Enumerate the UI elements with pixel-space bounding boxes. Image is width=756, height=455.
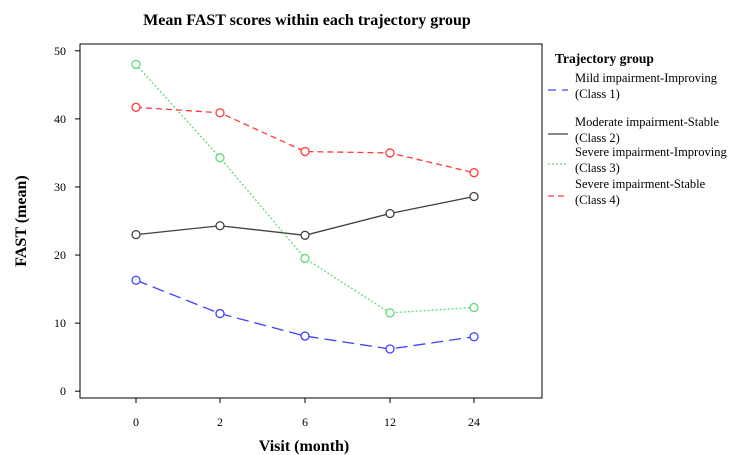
chart-title: Mean FAST scores within each trajectory …: [143, 12, 471, 29]
data-point: [131, 59, 141, 70]
x-tick-label: 24: [468, 415, 480, 429]
series-2: [131, 191, 479, 240]
data-point: [469, 332, 479, 342]
y-axis-label: FAST (mean): [13, 175, 30, 266]
series-1: [131, 275, 479, 354]
data-point: [215, 108, 225, 118]
data-point: [300, 331, 310, 341]
y-tick-label: 40: [54, 112, 66, 126]
data-point: [300, 146, 310, 157]
series-line: [135, 106, 475, 174]
y-tick-label: 0: [60, 384, 66, 398]
data-point: [131, 275, 141, 285]
legend-item-1: Mild impairment-Improving (Class 1): [548, 71, 718, 101]
data-point: [385, 148, 395, 158]
x-tick-label: 0: [133, 415, 139, 429]
series-line: [135, 63, 475, 314]
y-tick-label: 30: [54, 180, 66, 194]
legend-sublabel: (Class 3): [575, 161, 620, 175]
data-point: [131, 229, 141, 240]
y-axis: 0 10 20 30 40 50: [54, 44, 80, 398]
plot-frame: [79, 43, 543, 399]
data-point: [385, 308, 395, 318]
data-point: [131, 102, 141, 112]
data-point: [385, 344, 395, 354]
x-tick-label: 6: [302, 415, 308, 429]
legend-sublabel: (Class 2): [575, 131, 620, 145]
y-tick-label: 10: [54, 316, 66, 330]
series-4: [131, 102, 479, 178]
series-line: [135, 279, 475, 350]
series-group: [131, 59, 479, 354]
data-point: [385, 208, 395, 219]
legend-label: Moderate impairment-Stable: [575, 115, 720, 129]
x-tick-label: 12: [384, 415, 396, 429]
legend-title: Trajectory group: [555, 51, 654, 66]
data-point: [215, 221, 225, 231]
legend-label: Severe impairment-Improving: [575, 145, 727, 159]
legend-sublabel: (Class 4): [575, 193, 620, 207]
y-tick-label: 20: [54, 248, 66, 262]
data-point: [300, 253, 310, 264]
legend: Trajectory group Mild impairment-Improvi…: [548, 51, 727, 207]
data-point: [469, 191, 479, 202]
legend-label: Severe impairment-Stable: [575, 177, 706, 191]
data-point: [215, 153, 225, 163]
legend-label: Mild impairment-Improving: [575, 71, 718, 85]
legend-item-3: Severe impairment-Improving (Class 3): [548, 145, 727, 175]
x-tick-label: 2: [217, 415, 223, 429]
data-point: [215, 308, 225, 319]
legend-item-4: Severe impairment-Stable (Class 4): [548, 177, 706, 207]
y-tick-label: 50: [54, 44, 66, 58]
data-point: [469, 302, 479, 313]
data-point: [300, 230, 310, 240]
x-axis-label: Visit (month): [259, 438, 350, 455]
x-axis: 0 2 6 12 24: [133, 398, 480, 429]
data-point: [469, 168, 479, 178]
series-line: [135, 195, 475, 236]
legend-item-2: Moderate impairment-Stable (Class 2): [548, 115, 720, 145]
series-3: [131, 59, 479, 318]
legend-sublabel: (Class 1): [575, 87, 620, 101]
